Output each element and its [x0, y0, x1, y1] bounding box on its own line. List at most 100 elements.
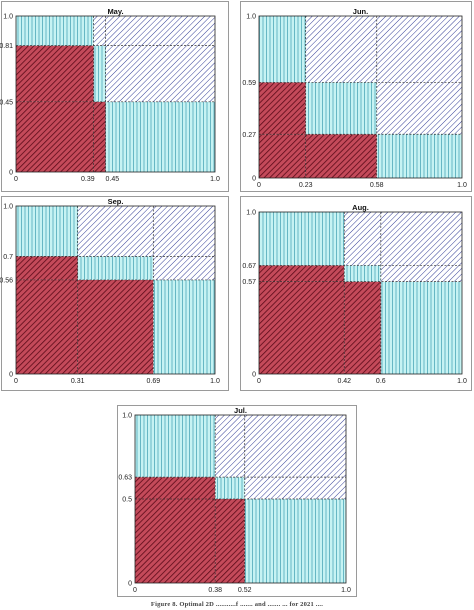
y-tick-label-jul-1: 0.5 [122, 497, 132, 504]
x-tick-label-jul-3: 1.0 [341, 587, 351, 594]
zone-jun-c0-r1-red [259, 82, 306, 135]
zone-aug-c1-r2-blue [344, 212, 381, 266]
x-tick-label-jul-0: 0 [133, 587, 137, 594]
y-tick-label-jul-2: 0.63 [118, 475, 132, 482]
zone-jul-c0-r0-red [135, 499, 216, 583]
y-tick-label-aug-3: 1.0 [246, 210, 256, 217]
panel-jul: Jul. 0 0.38 0.52 1.0 0 0.5 0.63 1.0 [118, 406, 351, 594]
zone-aug-c1-r1-cyan [344, 265, 381, 282]
panel-title-sep: Sep. [108, 197, 124, 206]
zone-sep-c1-r0-red [77, 279, 154, 374]
panel-jun: Jun. 0 0.23 0.58 1.0 0 0.27 0.59 1.0 [242, 7, 467, 189]
y-tick-label-sep-2: 0.7 [3, 254, 13, 261]
y-tick-label-may-2: 0.81 [0, 43, 13, 50]
x-tick-label-sep-3: 1.0 [210, 378, 220, 385]
zone-jul-c2-r2-blue [244, 415, 346, 478]
x-tick-label-aug-3: 1.0 [457, 378, 467, 385]
zone-jun-c2-r0-cyan [376, 134, 462, 178]
x-tick-label-jul-1: 0.38 [208, 587, 222, 594]
zone-aug-c2-r0-cyan [380, 281, 462, 374]
zone-jul-c0-r1-red [135, 477, 216, 499]
zone-aug-c0-r2-cyan [259, 212, 345, 266]
figure-caption: Figure 8. Optimal 2D ...........f ......… [150, 601, 324, 608]
zone-jun-c1-r2-blue [305, 16, 377, 83]
zone-may-c1-r0-red [93, 101, 106, 172]
zone-may-c0-r2-cyan [16, 16, 94, 46]
zone-jul-c1-r0-red [215, 499, 245, 583]
x-tick-label-jun-3: 1.0 [457, 182, 467, 189]
plot-border-jun [258, 15, 463, 179]
x-tick-label-may-2: 0.45 [106, 176, 120, 183]
zone-may-c1-r1-cyan [93, 45, 106, 102]
x-tick-label-may-1: 0.39 [81, 176, 95, 183]
y-tick-label-aug-0: 0 [252, 372, 256, 379]
panel-title-may: May. [107, 7, 123, 16]
zone-may-c0-r0-red [16, 101, 94, 172]
y-tick-label-jun-0: 0 [252, 176, 256, 183]
zone-jul-c0-r2-cyan [135, 415, 216, 478]
zone-aug-c0-r1-red [259, 265, 345, 282]
panel-aug: Aug. 0 0.42 0.6 1.0 0 0.57 0.67 1.0 [242, 203, 467, 385]
plot-border-jul [134, 414, 347, 584]
zone-sep-c0-r0-red [16, 279, 78, 374]
zone-may-c2-r0-cyan [105, 101, 215, 172]
zone-may-c2-r1-blue [105, 45, 215, 102]
x-tick-label-jun-2: 0.58 [370, 182, 384, 189]
plot-border-sep [15, 205, 216, 375]
x-tick-label-jun-1: 0.23 [299, 182, 313, 189]
zone-jul-c1-r2-blue [215, 415, 245, 478]
y-tick-label-may-3: 1.0 [3, 14, 13, 21]
plot-border-aug [258, 211, 463, 375]
x-tick-label-jun-0: 0 [257, 182, 261, 189]
zone-may-c1-r2-blue [93, 16, 106, 46]
y-tick-label-jun-1: 0.27 [242, 132, 256, 139]
zone-jun-c2-r2-blue [376, 16, 462, 83]
zone-sep-c2-r1-blue [153, 256, 215, 280]
panel-title-aug: Aug. [352, 203, 369, 212]
x-tick-label-sep-0: 0 [14, 378, 18, 385]
zone-jul-c1-r1-cyan [215, 477, 245, 499]
panel-may: May. 0 0.39 0.45 1.0 0 0.45 0.81 1.0 [0, 7, 220, 183]
panel-sep: Sep. 0 0.31 0.69 1.0 0 0.56 0.7 1.0 [0, 197, 220, 385]
y-tick-label-may-0: 0 [9, 170, 13, 177]
zone-may-c0-r1-red [16, 45, 94, 102]
x-tick-label-aug-2: 0.6 [376, 378, 386, 385]
zone-jul-c2-r1-blue [244, 477, 346, 499]
zone-jun-c0-r2-cyan [259, 16, 306, 83]
x-tick-label-sep-1: 0.31 [71, 378, 85, 385]
zone-jun-c1-r1-cyan [305, 82, 377, 135]
y-tick-label-sep-0: 0 [9, 372, 13, 379]
zone-aug-c0-r0-red [259, 281, 345, 374]
x-tick-label-may-3: 1.0 [210, 176, 220, 183]
panel-title-jul: Jul. [234, 406, 247, 415]
y-tick-label-jul-3: 1.0 [122, 413, 132, 420]
zone-jun-c1-r0-red [305, 134, 377, 178]
zone-may-c2-r2-blue [105, 16, 215, 46]
plot-border-may [15, 15, 216, 173]
zone-sep-c2-r0-cyan [153, 279, 215, 374]
y-tick-label-jun-2: 0.59 [242, 80, 256, 87]
y-tick-label-jun-3: 1.0 [246, 14, 256, 21]
zone-sep-c0-r1-red [16, 256, 78, 280]
zone-sep-c1-r1-cyan [77, 256, 154, 280]
y-tick-label-may-1: 0.45 [0, 99, 13, 106]
zone-jul-c2-r0-cyan [244, 499, 346, 583]
x-tick-label-aug-0: 0 [257, 378, 261, 385]
x-tick-label-sep-2: 0.69 [146, 378, 160, 385]
panel-title-jun: Jun. [353, 7, 368, 16]
y-tick-label-aug-1: 0.57 [242, 279, 256, 286]
y-tick-label-jul-0: 0 [128, 581, 132, 588]
x-tick-label-aug-1: 0.42 [337, 378, 351, 385]
zone-aug-c1-r0-red [344, 281, 381, 374]
zone-aug-c2-r1-blue [380, 265, 462, 282]
zone-sep-c0-r2-cyan [16, 206, 78, 257]
zone-jun-c2-r1-blue [376, 82, 462, 135]
x-tick-label-may-0: 0 [14, 176, 18, 183]
zone-aug-c2-r2-blue [380, 212, 462, 266]
y-tick-label-aug-2: 0.67 [242, 263, 256, 270]
zone-sep-c2-r2-blue [153, 206, 215, 257]
y-tick-label-sep-3: 1.0 [3, 204, 13, 211]
zone-sep-c1-r2-blue [77, 206, 154, 257]
zone-jun-c0-r0-red [259, 134, 306, 178]
